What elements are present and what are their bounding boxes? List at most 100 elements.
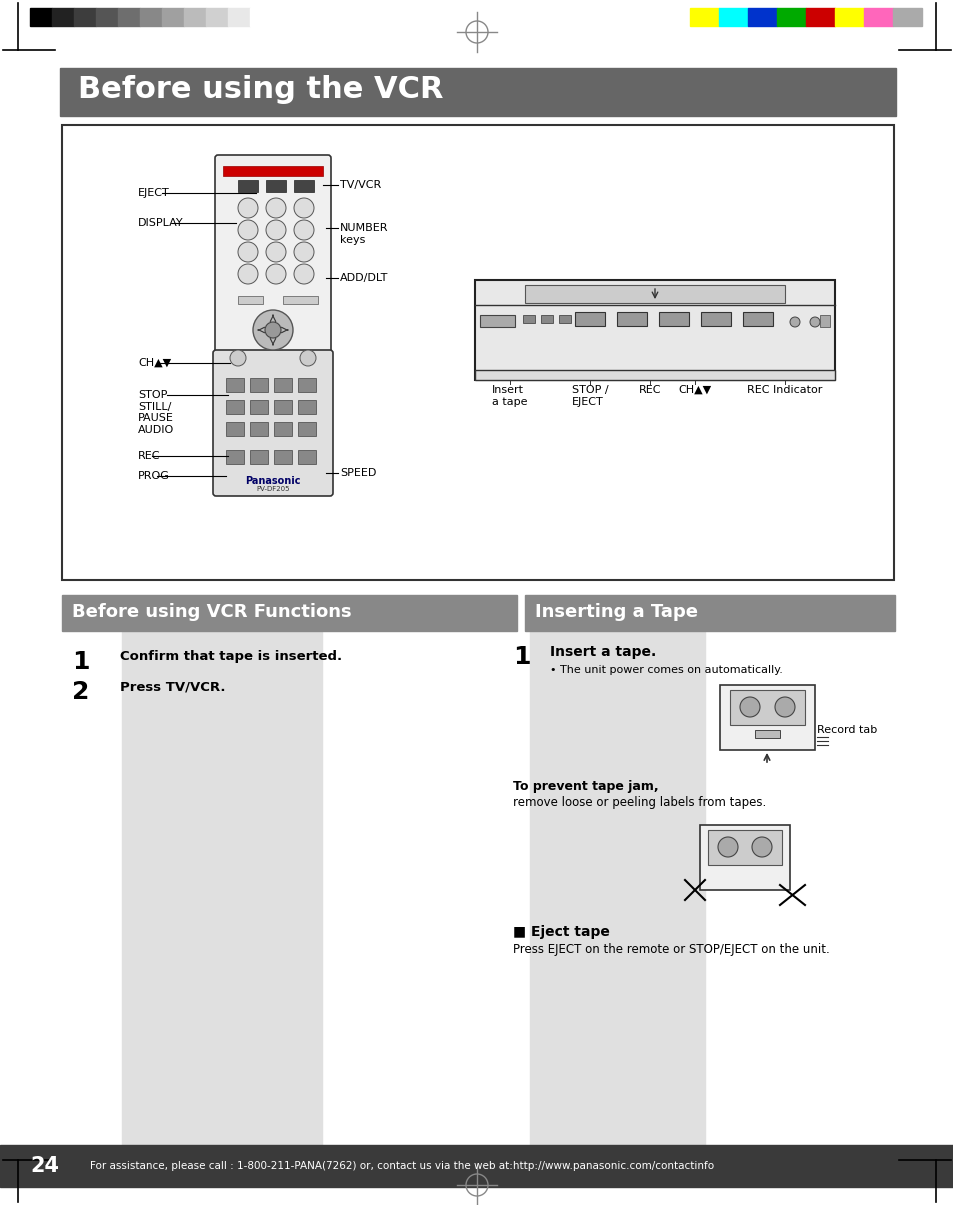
Bar xyxy=(60,67,895,116)
Text: CH▲▼: CH▲▼ xyxy=(138,358,171,368)
Text: 1: 1 xyxy=(513,645,530,669)
Bar xyxy=(776,8,805,27)
Bar xyxy=(297,449,315,464)
Bar xyxy=(274,449,292,464)
Text: ADD/DLT: ADD/DLT xyxy=(339,274,388,283)
Circle shape xyxy=(253,310,293,349)
Bar xyxy=(226,400,244,415)
Text: TV/VCR: TV/VCR xyxy=(339,180,381,190)
Text: DISPLAY: DISPLAY xyxy=(138,218,183,228)
Bar xyxy=(863,8,892,27)
Bar xyxy=(96,8,118,27)
Bar xyxy=(820,315,829,327)
Text: 1: 1 xyxy=(71,649,90,674)
Text: REC: REC xyxy=(138,451,160,462)
Bar xyxy=(30,8,52,27)
Bar xyxy=(729,690,804,725)
Bar xyxy=(719,8,747,27)
Circle shape xyxy=(230,349,246,366)
Bar xyxy=(226,449,244,464)
Bar xyxy=(522,315,535,323)
Text: REC Indicator: REC Indicator xyxy=(746,386,821,395)
Bar xyxy=(122,631,322,1156)
Bar xyxy=(250,449,268,464)
Bar xyxy=(250,400,268,415)
Circle shape xyxy=(294,221,314,240)
Bar xyxy=(479,315,515,327)
Text: NUMBER
keys: NUMBER keys xyxy=(339,223,388,245)
Bar xyxy=(754,730,780,737)
Circle shape xyxy=(774,696,794,717)
Text: remove loose or peeling labels from tapes.: remove loose or peeling labels from tape… xyxy=(513,797,765,809)
Bar xyxy=(475,280,834,380)
Bar xyxy=(266,180,286,192)
Bar xyxy=(62,595,517,631)
Bar xyxy=(834,8,863,27)
Bar xyxy=(297,400,315,415)
Bar xyxy=(530,631,704,1156)
Bar xyxy=(720,684,814,750)
Text: STOP
STILL/
PAUSE
AUDIO: STOP STILL/ PAUSE AUDIO xyxy=(138,390,174,435)
Circle shape xyxy=(809,317,820,327)
Bar xyxy=(283,296,317,304)
Text: REC: REC xyxy=(639,386,660,395)
Bar xyxy=(747,8,776,27)
Text: Before using the VCR: Before using the VCR xyxy=(78,75,443,104)
FancyBboxPatch shape xyxy=(213,349,333,496)
Circle shape xyxy=(718,837,738,857)
Bar xyxy=(274,422,292,436)
Text: PV-DF205: PV-DF205 xyxy=(256,486,290,492)
Circle shape xyxy=(740,696,760,717)
Bar xyxy=(707,830,781,865)
Bar xyxy=(575,312,604,327)
Text: Press TV/VCR.: Press TV/VCR. xyxy=(120,680,225,693)
Bar xyxy=(184,8,206,27)
Bar xyxy=(689,8,719,27)
Bar xyxy=(237,180,257,192)
Text: Before using VCR Functions: Before using VCR Functions xyxy=(71,602,352,621)
Bar xyxy=(700,825,789,890)
Text: Panasonic: Panasonic xyxy=(245,476,300,486)
Text: Inserting a Tape: Inserting a Tape xyxy=(535,602,698,621)
Bar xyxy=(52,8,74,27)
Bar xyxy=(226,378,244,392)
Bar xyxy=(297,422,315,436)
Bar xyxy=(524,286,784,302)
Circle shape xyxy=(266,242,286,261)
Circle shape xyxy=(299,349,315,366)
Bar xyxy=(700,312,730,327)
Text: 24: 24 xyxy=(30,1156,59,1176)
Bar xyxy=(659,312,688,327)
Bar xyxy=(250,8,272,27)
Bar xyxy=(805,8,834,27)
Bar xyxy=(297,378,315,392)
Bar xyxy=(140,8,162,27)
Bar xyxy=(558,315,571,323)
Text: Press EJECT on the remote or STOP/EJECT on the unit.: Press EJECT on the remote or STOP/EJECT … xyxy=(513,944,829,956)
Text: Insert
a tape: Insert a tape xyxy=(492,386,527,406)
Circle shape xyxy=(789,317,800,327)
Text: PROG: PROG xyxy=(138,471,170,481)
Circle shape xyxy=(294,242,314,261)
Text: • The unit power comes on automatically.: • The unit power comes on automatically. xyxy=(550,665,782,675)
Text: Insert a tape.: Insert a tape. xyxy=(550,645,656,659)
Circle shape xyxy=(266,264,286,284)
Circle shape xyxy=(237,242,257,261)
Text: Confirm that tape is inserted.: Confirm that tape is inserted. xyxy=(120,649,342,663)
Circle shape xyxy=(294,264,314,284)
Bar xyxy=(250,422,268,436)
Bar xyxy=(223,166,323,176)
Bar xyxy=(226,422,244,436)
Text: Record tab: Record tab xyxy=(816,725,877,735)
Circle shape xyxy=(237,198,257,218)
Circle shape xyxy=(237,221,257,240)
Circle shape xyxy=(237,264,257,284)
Text: 2: 2 xyxy=(71,680,90,704)
Text: For assistance, please call : 1-800-211-PANA(7262) or, contact us via the web at: For assistance, please call : 1-800-211-… xyxy=(90,1160,714,1171)
Bar xyxy=(617,312,646,327)
Bar xyxy=(540,315,553,323)
Bar xyxy=(892,8,921,27)
FancyBboxPatch shape xyxy=(214,155,331,362)
Text: To prevent tape jam,: To prevent tape jam, xyxy=(513,780,658,793)
Bar xyxy=(524,595,894,631)
